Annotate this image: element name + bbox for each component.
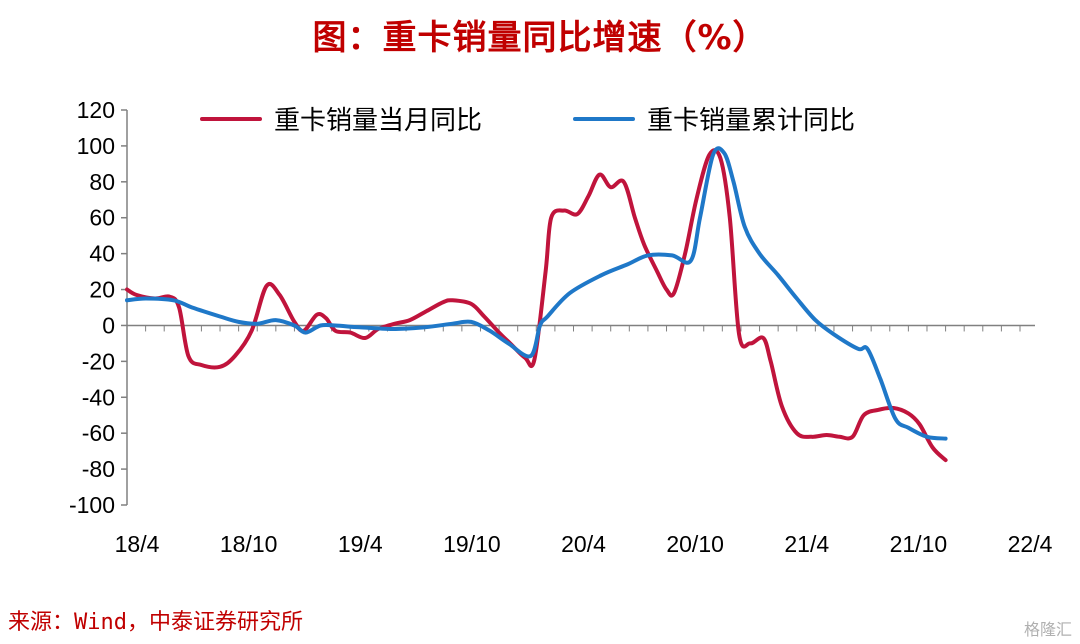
source-note: 来源：Wind，中泰证券研究所 [8,610,303,635]
legend: 重卡销量当月同比 重卡销量累计同比 [200,106,855,136]
y-tick-label: 0 [102,312,115,338]
y-tick-label: -20 [82,348,115,374]
x-tick-label: 21/4 [784,531,829,557]
y-tick-label: 120 [77,97,115,123]
x-tick-label: 19/10 [443,531,501,557]
y-tick-label: -100 [69,492,115,518]
y-tick-label: 60 [89,205,115,231]
y-tick-label: 40 [89,241,115,267]
y-tick-label: 80 [89,169,115,195]
legend-label-1: 重卡销量当月同比 [274,106,482,136]
watermark: 格隆汇 [1023,620,1072,639]
x-tick-label: 18/10 [220,531,278,557]
series-line-1 [125,148,948,463]
series-line-2 [125,146,948,441]
x-tick-label: 21/10 [890,531,948,557]
y-tick-label: 20 [89,277,115,303]
y-tick-label: 100 [77,133,115,159]
y-tick-label: -60 [82,420,115,446]
x-tick-label: 20/4 [561,531,606,557]
y-tick-label: -80 [82,456,115,482]
legend-label-2: 重卡销量累计同比 [647,106,855,136]
x-tick-label: 18/4 [115,531,160,557]
x-tick-label: 19/4 [338,531,383,557]
y-tick-label: -40 [82,384,115,410]
x-tick-label: 22/4 [1008,531,1053,557]
chart-title: 图：重卡销量同比增速（%） [312,18,768,58]
series-lines [125,146,948,463]
x-tick-label: 20/10 [666,531,724,557]
